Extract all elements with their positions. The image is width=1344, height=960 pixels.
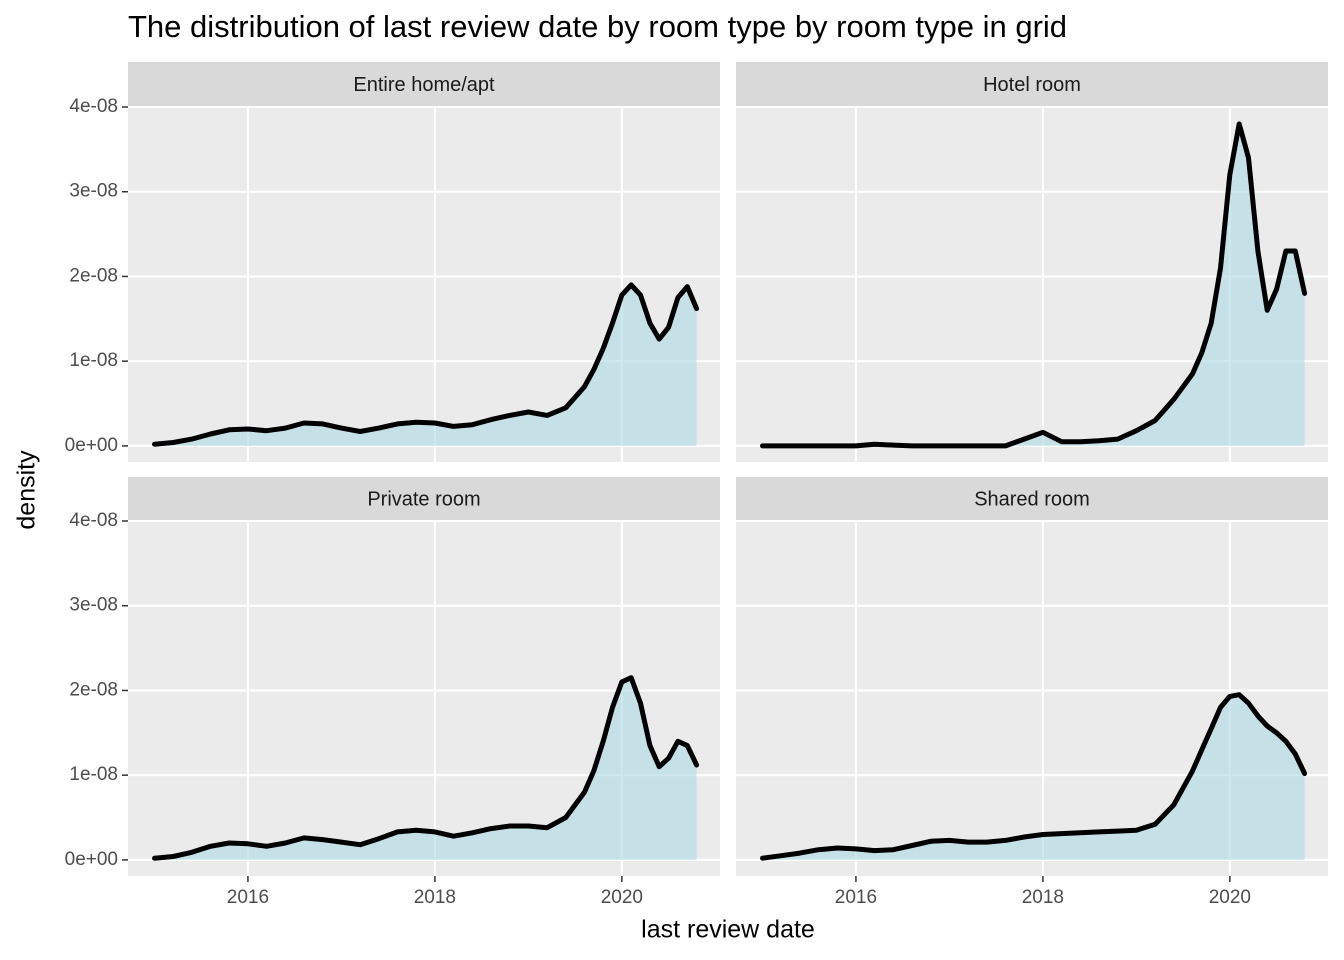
y-tick-label: 2e-08 [69,265,118,286]
y-tick-label: 3e-08 [69,181,118,202]
strip-label: Entire home/apt [353,74,495,96]
y-tick-label: 3e-08 [69,595,118,616]
density-area [762,123,1305,446]
y-tick-label: 1e-08 [69,350,118,371]
chart-title: The distribution of last review date by … [128,9,1067,44]
y-tick-label: 0e+00 [65,435,118,456]
x-tick-label: 2018 [414,887,456,908]
y-tick-label: 0e+00 [65,849,118,870]
x-tick-label: 2016 [227,887,269,908]
y-tick-label: 4e-08 [69,96,118,117]
x-axis-label: last review date [641,916,815,944]
y-tick-label: 4e-08 [69,510,118,531]
density-line [760,121,1308,449]
x-tick-label: 2020 [1209,887,1251,908]
x-tick-label: 2016 [835,887,877,908]
strip [736,62,1328,107]
x-tick-label: 2018 [1022,887,1064,908]
strip-label: Private room [367,488,480,510]
strip-label: Shared room [974,488,1090,510]
strip [736,477,1328,521]
y-axis-label: density [13,450,41,530]
density-line [152,675,700,861]
strip [128,477,720,521]
density-line [152,282,700,447]
x-tick-label: 2020 [601,887,643,908]
density-line [760,692,1308,861]
density-area [154,677,697,860]
y-tick-label: 2e-08 [69,679,118,700]
y-tick-label: 1e-08 [69,764,118,785]
strip [128,62,720,107]
strip-label: Hotel room [983,74,1081,96]
density-area [762,694,1305,860]
